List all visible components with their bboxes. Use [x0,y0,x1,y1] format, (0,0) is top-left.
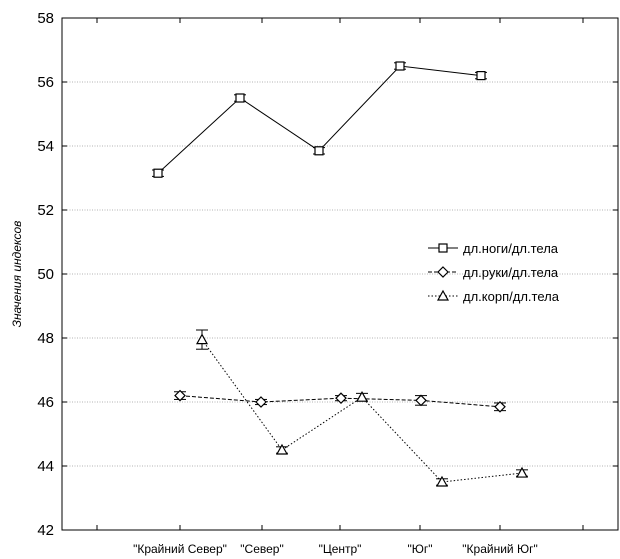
data-point [335,392,347,405]
series-3 [195,329,529,487]
legend-entry: дл.корп/дл.тела [428,289,560,304]
y-axis-ticks: 42 44 46 48 50 52 54 56 58 [37,10,618,539]
legend-label: дл.руки/дл.тела [463,265,559,280]
legend-marker [438,243,448,253]
y-tick-label: 52 [37,202,54,219]
x-axis-ticks: "Крайний Север" "Север" "Центр" "Юг" "Крайни… [96,18,584,556]
y-axis-label: Значения индексов [10,221,24,328]
data-point [275,443,289,455]
series-2 [174,389,506,413]
y-tick-label: 44 [37,458,54,475]
series-line [201,339,523,483]
x-tick-label: "Крайний Север" [133,542,227,556]
x-tick-label: "Крайний Юг" [462,542,537,556]
y-tick-label: 48 [37,330,54,347]
y-tick-label: 42 [37,522,54,539]
x-tick-label: "Юг" [407,542,432,556]
legend-marker [437,266,449,278]
x-tick-label: "Центр" [319,542,362,556]
data-point [395,61,405,71]
data-point [153,168,163,178]
y-tick-label: 54 [37,138,54,155]
legend: дл.ноги/дл.тела дл.руки/дл.тела дл.корп/дл… [428,241,560,304]
data-point [314,146,324,156]
data-point [415,394,427,407]
x-tick-label: "Север" [240,542,283,556]
legend-label: дл.ноги/дл.тела [463,241,559,256]
data-point [235,93,245,103]
series-1 [152,61,487,178]
y-tick-label: 50 [37,266,54,283]
data-point [435,475,449,487]
data-point [255,396,267,408]
data-point [355,390,369,402]
y-tick-label: 56 [37,74,54,91]
legend-marker [436,289,450,301]
y-tick-label: 46 [37,394,54,411]
data-point [195,333,209,345]
legend-label: дл.корп/дл.тела [463,289,560,304]
y-tick-label: 58 [37,10,54,27]
data-point [174,389,186,402]
data-point [494,400,506,413]
series-layer [152,61,529,487]
legend-entry: дл.ноги/дл.тела [428,241,559,256]
legend-entry: дл.руки/дл.тела [428,265,559,280]
grid-lines [62,81,618,467]
data-point [515,466,529,478]
data-point [476,70,486,81]
series-line [179,395,501,408]
